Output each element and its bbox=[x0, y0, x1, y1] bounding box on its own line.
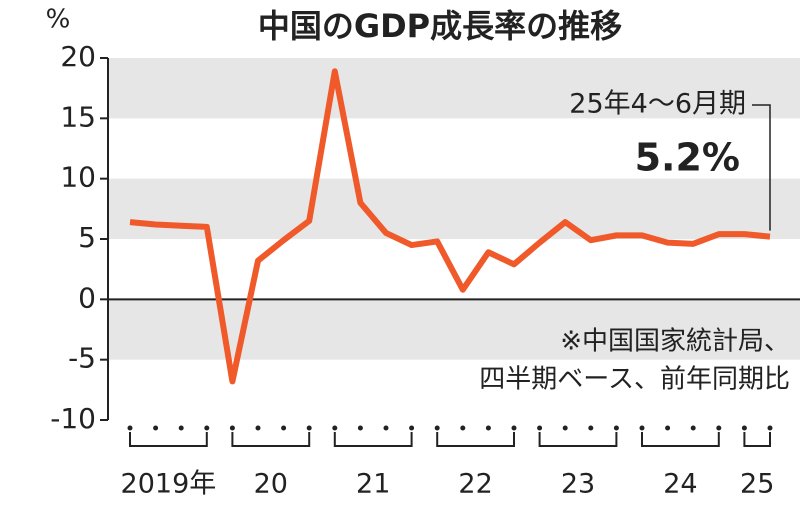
band bbox=[108, 58, 800, 119]
year-bracket bbox=[538, 432, 618, 447]
year-bracket bbox=[641, 432, 720, 447]
quarter-dot bbox=[485, 425, 491, 431]
y-unit: % bbox=[46, 5, 71, 35]
quarter-dot bbox=[281, 425, 287, 431]
x-tick-label: 2019年 bbox=[121, 469, 217, 500]
quarter-dot bbox=[741, 425, 747, 431]
note: 四半期ベース、前年同期比 bbox=[479, 365, 790, 395]
quarter-dot bbox=[434, 425, 440, 431]
y-tick-label: 15 bbox=[60, 100, 96, 133]
year-bracket bbox=[333, 432, 413, 447]
y-tick-label: -10 bbox=[50, 402, 96, 435]
quarter-dot bbox=[127, 425, 133, 431]
x-tick-label: 22 bbox=[458, 469, 492, 500]
quarter-dot bbox=[639, 425, 645, 431]
quarter-dot bbox=[613, 425, 619, 431]
y-tick-label: -5 bbox=[68, 342, 96, 375]
quarter-dot bbox=[383, 425, 389, 431]
quarter-dot bbox=[204, 425, 210, 431]
quarter-dot bbox=[357, 425, 363, 431]
value-label: 5.2% bbox=[635, 136, 740, 180]
year-bracket bbox=[743, 432, 771, 447]
quarter-dot bbox=[690, 425, 696, 431]
x-tick-label: 24 bbox=[663, 469, 697, 500]
y-tick-label: 10 bbox=[60, 161, 96, 194]
y-tick-label: 5 bbox=[78, 221, 96, 254]
year-bracket bbox=[129, 432, 208, 447]
y-tick-label: 20 bbox=[60, 40, 96, 73]
quarter-dot bbox=[767, 425, 773, 431]
quarter-dot bbox=[332, 425, 338, 431]
x-tick-label: 21 bbox=[356, 469, 390, 500]
line bbox=[129, 68, 771, 385]
x-tick-label: 20 bbox=[254, 469, 288, 500]
quarter-dot bbox=[255, 425, 261, 431]
quarter-dot bbox=[306, 425, 312, 431]
quarter-dot bbox=[229, 425, 235, 431]
quarter-dot bbox=[409, 425, 415, 431]
quarter-dot bbox=[562, 425, 568, 431]
y-tick-label: 0 bbox=[78, 281, 96, 314]
quarter-dot bbox=[460, 425, 466, 431]
quarter-dot bbox=[665, 425, 671, 431]
quarter-dot bbox=[588, 425, 594, 431]
quarter-dot bbox=[511, 425, 517, 431]
chart-title: 中国のGDP成長率の推移 bbox=[258, 7, 622, 45]
year-bracket bbox=[231, 432, 311, 447]
band bbox=[108, 178, 800, 239]
quarter-dot bbox=[537, 425, 543, 431]
leader bbox=[752, 104, 771, 231]
quarter-dot bbox=[153, 425, 159, 431]
quarter-dot bbox=[716, 425, 722, 431]
year-bracket bbox=[436, 432, 515, 447]
quarter-dot bbox=[178, 425, 184, 431]
x-tick-label: 25 bbox=[740, 469, 774, 500]
note: ※中国国家統計局、 bbox=[560, 327, 790, 357]
x-tick-label: 23 bbox=[561, 469, 595, 500]
annotation: 25年4～6月期 bbox=[569, 89, 746, 120]
